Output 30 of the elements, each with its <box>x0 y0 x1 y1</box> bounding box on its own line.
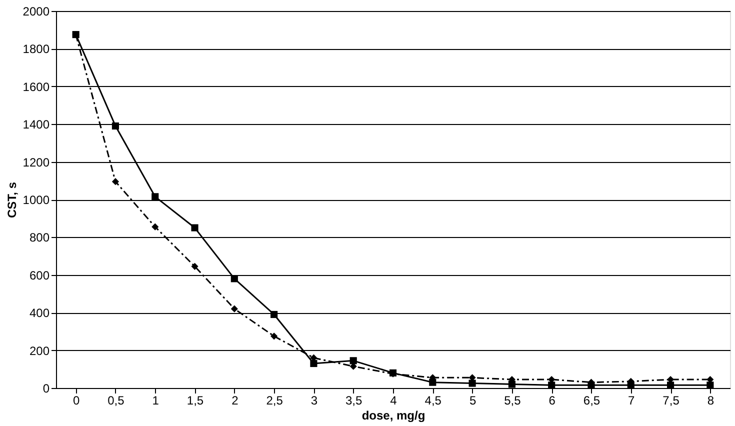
y-tick-label: 0 <box>42 382 50 396</box>
x-tick-label: 6,5 <box>583 394 600 408</box>
x-tick-label: 3,5 <box>346 394 363 408</box>
y-tick-label: 600 <box>29 268 50 282</box>
x-tick-label: 1 <box>152 394 160 408</box>
x-tick-label: 6 <box>548 394 556 408</box>
x-tick-label: 2,5 <box>266 394 284 408</box>
y-tick-label: 1800 <box>22 42 50 56</box>
x-tick-label: 7,5 <box>662 394 680 408</box>
x-tick-label: 2 <box>232 394 239 408</box>
y-tick-label: 2000 <box>22 4 50 18</box>
x-tick-label: 4 <box>390 394 398 408</box>
x-tick-label: 4,5 <box>424 394 442 408</box>
y-tick-label: 1000 <box>22 193 50 207</box>
x-tick-label: 0 <box>72 394 80 408</box>
x-tick-label: 0,5 <box>108 394 125 408</box>
x-tick-label: 5,5 <box>504 394 522 408</box>
y-tick-label: 1400 <box>22 118 50 132</box>
y-axis-title: CST, s <box>4 182 19 218</box>
x-axis-title: dose, mg/g <box>362 408 426 422</box>
y-tick-label: 800 <box>29 230 50 245</box>
x-tick-label: 1,5 <box>186 394 204 408</box>
x-tick-label: 7 <box>628 394 636 408</box>
y-tick-label: 200 <box>29 344 50 358</box>
x-tick-label: 8 <box>707 394 714 408</box>
x-tick-label: 5 <box>469 394 476 408</box>
y-tick-label: 1600 <box>22 80 50 94</box>
y-tick-label: 400 <box>29 306 50 320</box>
x-tick-label: 3 <box>310 394 318 408</box>
y-tick-label: 1200 <box>22 155 50 170</box>
